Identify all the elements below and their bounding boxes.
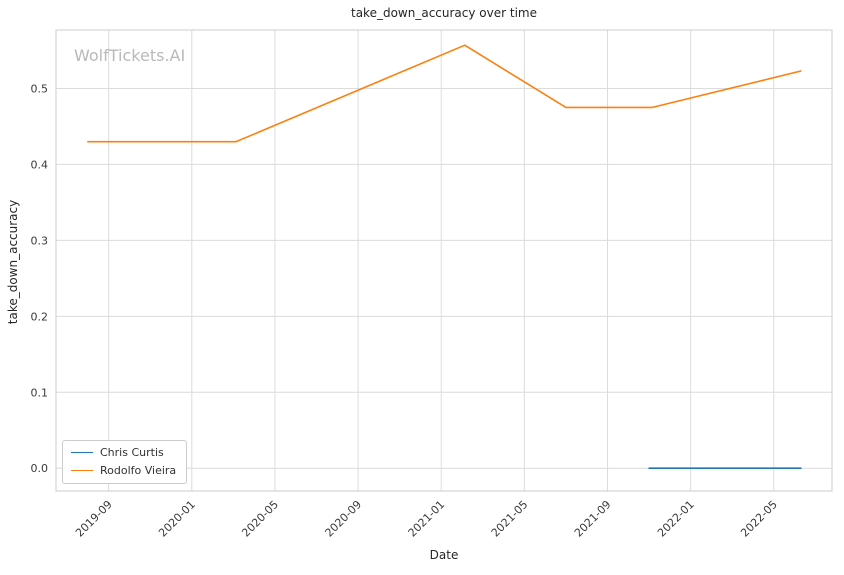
y-axis-label: take_down_accuracy (6, 199, 20, 325)
legend: Chris Curtis Rodolfo Vieira (62, 440, 188, 484)
x-tick-label: 2021-09 (572, 498, 614, 540)
plot-border (55, 29, 833, 492)
y-tick-label: 0.2 (31, 310, 49, 323)
legend-line-swatch (71, 470, 93, 471)
legend-item: Rodolfo Vieira (71, 464, 176, 477)
x-axis-label: Date (429, 548, 459, 562)
series-line-rodolfo-vieira (87, 44, 802, 143)
chart-title: take_down_accuracy over time (351, 6, 537, 20)
x-tick-label: 2021-01 (406, 498, 448, 540)
y-tick-label: 0.5 (31, 82, 49, 95)
x-tick-label: 2020-01 (156, 498, 198, 540)
legend-item: Chris Curtis (71, 446, 176, 459)
y-tick-label: 0.3 (31, 234, 49, 247)
y-tick-label: 0.1 (31, 386, 49, 399)
x-tick-label: 2020-09 (323, 498, 365, 540)
legend-label: Chris Curtis (100, 446, 164, 459)
x-tick-label: 2022-01 (655, 498, 697, 540)
y-tick-label: 0.0 (31, 462, 49, 475)
x-tick-label: 2022-05 (738, 498, 780, 540)
legend-line-swatch (71, 452, 93, 453)
watermark: WolfTickets.AI (74, 46, 186, 65)
x-tick-label: 2020-05 (239, 498, 281, 540)
legend-label: Rodolfo Vieira (100, 464, 177, 477)
x-tick-label: 2021-05 (489, 498, 531, 540)
y-tick-label: 0.4 (31, 158, 49, 171)
x-tick-label: 2019-09 (73, 498, 115, 540)
